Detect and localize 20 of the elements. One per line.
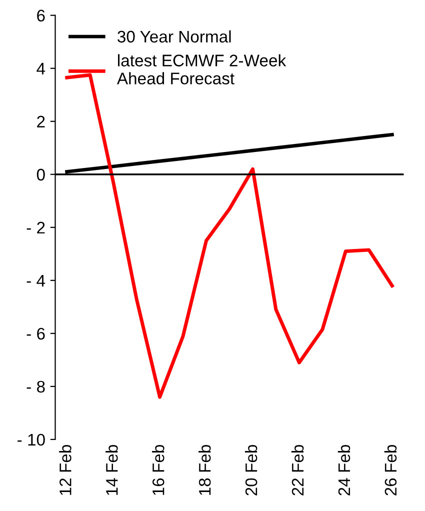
x-tick-label: 12 Feb (59, 445, 72, 495)
y-tick-label: - 6 (26, 328, 45, 340)
y-tick-label: - 4 (26, 274, 46, 286)
x-tick-label: 14 Feb (106, 445, 118, 495)
y-tick-label: - 8 (26, 380, 45, 393)
y-tick-label: 4 (36, 62, 46, 74)
x-tick-label: 16 Feb (152, 445, 164, 495)
legend-label: 30 Year Normal (118, 30, 231, 43)
y-tick-label: - 2 (26, 222, 45, 234)
y-tick-label: 2 (37, 116, 45, 128)
y-tick-label: - 10 (18, 434, 45, 446)
x-tick-label: 18 Feb (198, 445, 211, 495)
line-series (65, 73, 394, 399)
y-tick-label: 6 (37, 10, 45, 22)
y-tick-label: 0 (36, 168, 45, 181)
legend-label: latest ECMWF 2-Week Ahead Forecast (116, 54, 286, 84)
x-tick-label: 20 Feb (244, 445, 258, 496)
x-tick-label: 22 Feb (291, 445, 304, 496)
x-tick-label: 24 Feb (338, 445, 350, 496)
x-tick-label: 26 Feb (384, 445, 397, 496)
